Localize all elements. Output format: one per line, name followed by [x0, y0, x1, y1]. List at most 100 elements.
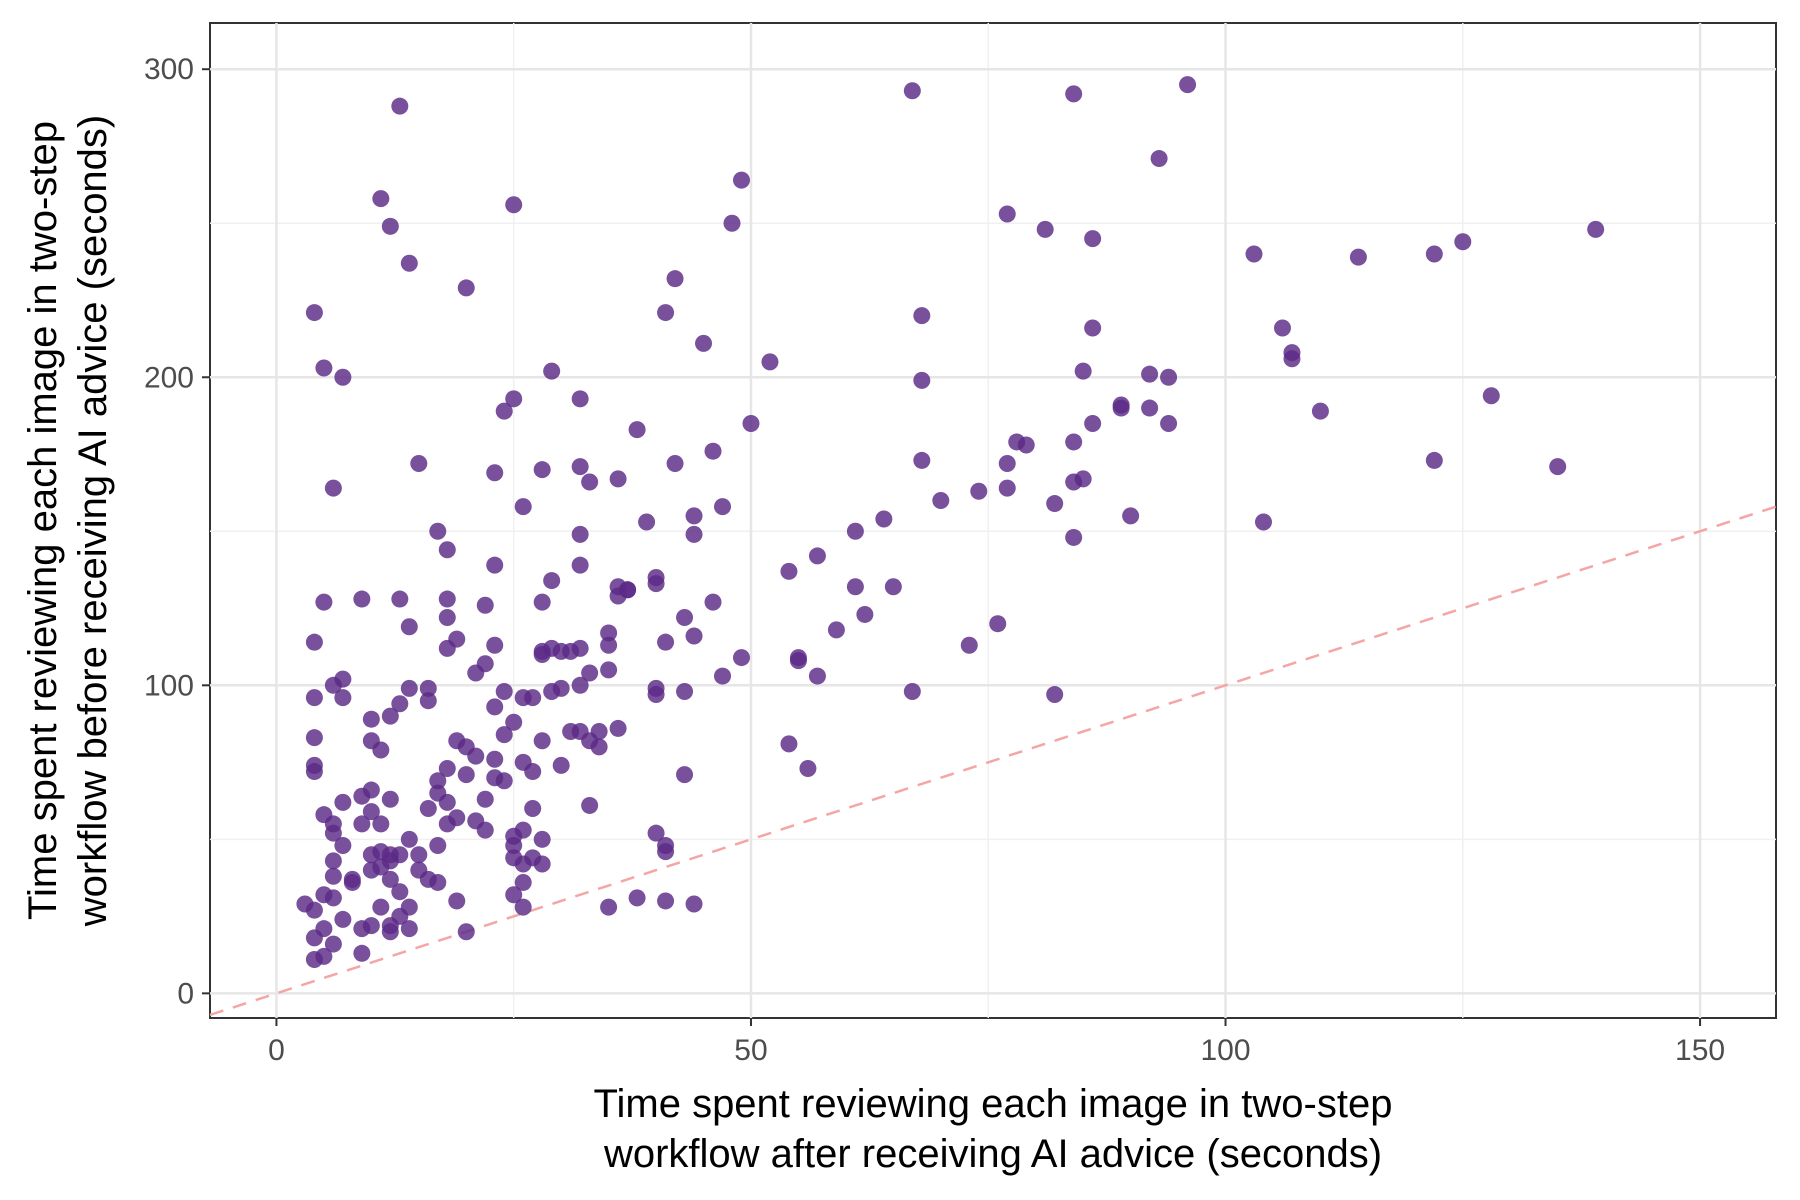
- y-tick-label: 200: [144, 361, 194, 394]
- data-point: [609, 470, 627, 488]
- data-point: [410, 455, 428, 473]
- data-point: [1425, 245, 1443, 263]
- data-point: [514, 873, 532, 891]
- data-point: [676, 766, 694, 784]
- y-tick-label: 0: [177, 977, 194, 1010]
- data-point: [505, 836, 523, 854]
- data-point: [533, 646, 551, 664]
- data-point: [732, 649, 750, 667]
- data-point: [305, 689, 323, 707]
- data-point: [1587, 220, 1605, 238]
- axis-titles: Time spent reviewing each image in two-s…: [21, 115, 1392, 1176]
- data-point: [647, 686, 665, 704]
- data-point: [571, 676, 589, 694]
- data-point: [391, 590, 409, 608]
- data-point: [315, 947, 333, 965]
- data-point: [524, 800, 542, 818]
- x-tick-label: 50: [734, 1034, 767, 1067]
- data-point: [932, 491, 950, 509]
- data-point: [305, 901, 323, 919]
- data-point: [1084, 414, 1102, 432]
- data-point: [742, 414, 760, 432]
- data-points: [296, 76, 1605, 968]
- data-point: [324, 867, 342, 885]
- data-point: [419, 800, 437, 818]
- data-point: [581, 664, 599, 682]
- data-point: [913, 371, 931, 389]
- data-point: [429, 522, 447, 540]
- data-point: [400, 618, 418, 636]
- data-point: [657, 892, 675, 910]
- data-point: [495, 682, 513, 700]
- data-point: [685, 627, 703, 645]
- data-point: [467, 747, 485, 765]
- data-point: [353, 590, 371, 608]
- data-point: [1425, 451, 1443, 469]
- data-point: [391, 695, 409, 713]
- data-point: [400, 920, 418, 938]
- data-point: [600, 898, 618, 916]
- data-point: [704, 593, 722, 611]
- data-point: [324, 935, 342, 953]
- data-point: [571, 639, 589, 657]
- data-point: [457, 923, 475, 941]
- data-point: [391, 883, 409, 901]
- data-point: [571, 556, 589, 574]
- data-point: [324, 479, 342, 497]
- data-point: [903, 682, 921, 700]
- data-point: [505, 196, 523, 214]
- data-point: [1311, 402, 1329, 420]
- data-point: [505, 713, 523, 731]
- data-point: [808, 547, 826, 565]
- data-point: [334, 793, 352, 811]
- data-point: [647, 824, 665, 842]
- data-point: [419, 679, 437, 697]
- data-point: [600, 624, 618, 642]
- data-point: [1160, 414, 1178, 432]
- data-point: [438, 541, 456, 559]
- x-axis-title-line: Time spent reviewing each image in two-s…: [594, 1082, 1393, 1126]
- data-point: [419, 692, 437, 710]
- data-point: [343, 870, 361, 888]
- data-point: [315, 359, 333, 377]
- data-point: [571, 458, 589, 476]
- data-point: [476, 596, 494, 614]
- data-point: [353, 787, 371, 805]
- data-point: [486, 636, 504, 654]
- data-point: [334, 836, 352, 854]
- data-point: [381, 852, 399, 870]
- data-point: [998, 479, 1016, 497]
- data-point: [827, 621, 845, 639]
- data-point: [590, 723, 608, 741]
- data-point: [1074, 470, 1092, 488]
- data-point: [543, 362, 561, 380]
- data-point: [1150, 150, 1168, 168]
- data-point: [476, 821, 494, 839]
- plot-panel: [209, 22, 1777, 1019]
- data-point: [1046, 495, 1064, 513]
- data-point: [676, 609, 694, 627]
- data-point: [960, 636, 978, 654]
- data-point: [381, 707, 399, 725]
- data-point: [685, 507, 703, 525]
- x-tick-label: 0: [268, 1034, 285, 1067]
- data-point: [913, 451, 931, 469]
- data-point: [533, 461, 551, 479]
- x-tick-label: 100: [1200, 1034, 1250, 1067]
- data-point: [666, 455, 684, 473]
- data-point: [410, 846, 428, 864]
- data-point: [486, 750, 504, 768]
- data-point: [334, 368, 352, 386]
- data-point: [429, 836, 447, 854]
- data-point: [846, 522, 864, 540]
- data-point: [391, 907, 409, 925]
- data-point: [685, 895, 703, 913]
- data-point: [372, 190, 390, 208]
- data-point: [1065, 433, 1083, 451]
- data-point: [495, 402, 513, 420]
- data-point: [438, 609, 456, 627]
- data-point: [761, 353, 779, 371]
- data-point: [391, 97, 409, 115]
